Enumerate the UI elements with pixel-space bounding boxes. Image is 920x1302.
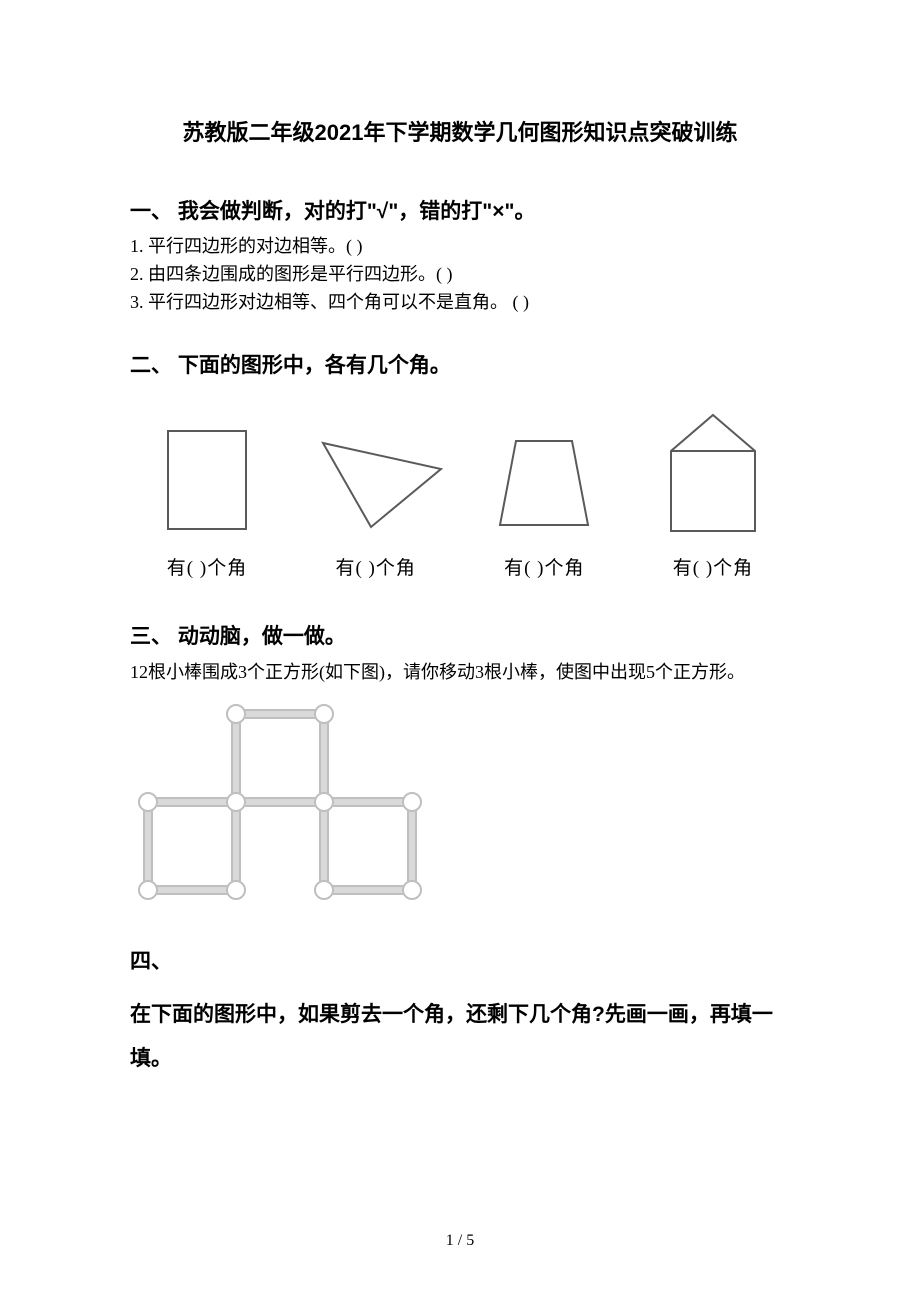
shape-rectangle-icon [152, 421, 262, 539]
section4-body: 在下面的图形中，如果剪去一个角，还剩下几个角?先画一画，再填一填。 [130, 993, 790, 1079]
shape-cell-1: 有( )个角 [132, 421, 282, 580]
shape-house-icon [653, 409, 773, 539]
shape-trapezoid-icon [484, 421, 604, 539]
shape1-caption: 有( )个角 [167, 553, 247, 580]
matchstick-figure [130, 700, 790, 915]
s1-item-1: 1. 平行四边形的对边相等。( ) [130, 233, 790, 261]
shape-triangle-icon [301, 421, 451, 539]
section1-heading: 一、 我会做判断，对的打"√"，错的打"×"。 [130, 195, 790, 225]
section-1: 一、 我会做判断，对的打"√"，错的打"×"。 1. 平行四边形的对边相等。( … [130, 195, 790, 317]
s1-item-3: 3. 平行四边形对边相等、四个角可以不是直角。 ( ) [130, 289, 790, 317]
shape3-caption: 有( )个角 [504, 553, 584, 580]
section4-heading: 四、 [130, 945, 790, 975]
matchstick-svg-icon [130, 700, 430, 910]
page-footer: 1 / 5 [0, 1232, 920, 1250]
shape-cell-3: 有( )个角 [469, 421, 619, 580]
page-title: 苏教版二年级2021年下学期数学几何图形知识点突破训练 [130, 115, 790, 147]
shape4-caption: 有( )个角 [673, 553, 753, 580]
section-2: 二、 下面的图形中，各有几个角。 有( )个角 有( )个角 [130, 349, 790, 580]
section-3: 三、 动动脑，做一做。 12根小棒围成3个正方形(如下图)，请你移动3根小棒，使… [130, 620, 790, 916]
s1-item-2: 2. 由四条边围成的图形是平行四边形。( ) [130, 261, 790, 289]
shape-cell-4: 有( )个角 [638, 409, 788, 580]
section3-heading: 三、 动动脑，做一做。 [130, 620, 790, 650]
shape-cell-2: 有( )个角 [301, 421, 451, 580]
section3-desc: 12根小棒围成3个正方形(如下图)，请你移动3根小棒，使图中出现5个正方形。 [130, 658, 790, 687]
shape2-caption: 有( )个角 [335, 553, 415, 580]
shapes-row: 有( )个角 有( )个角 有( )个角 [130, 409, 790, 580]
section-4: 四、 在下面的图形中，如果剪去一个角，还剩下几个角?先画一画，再填一填。 [130, 945, 790, 1079]
section2-heading: 二、 下面的图形中，各有几个角。 [130, 349, 790, 379]
